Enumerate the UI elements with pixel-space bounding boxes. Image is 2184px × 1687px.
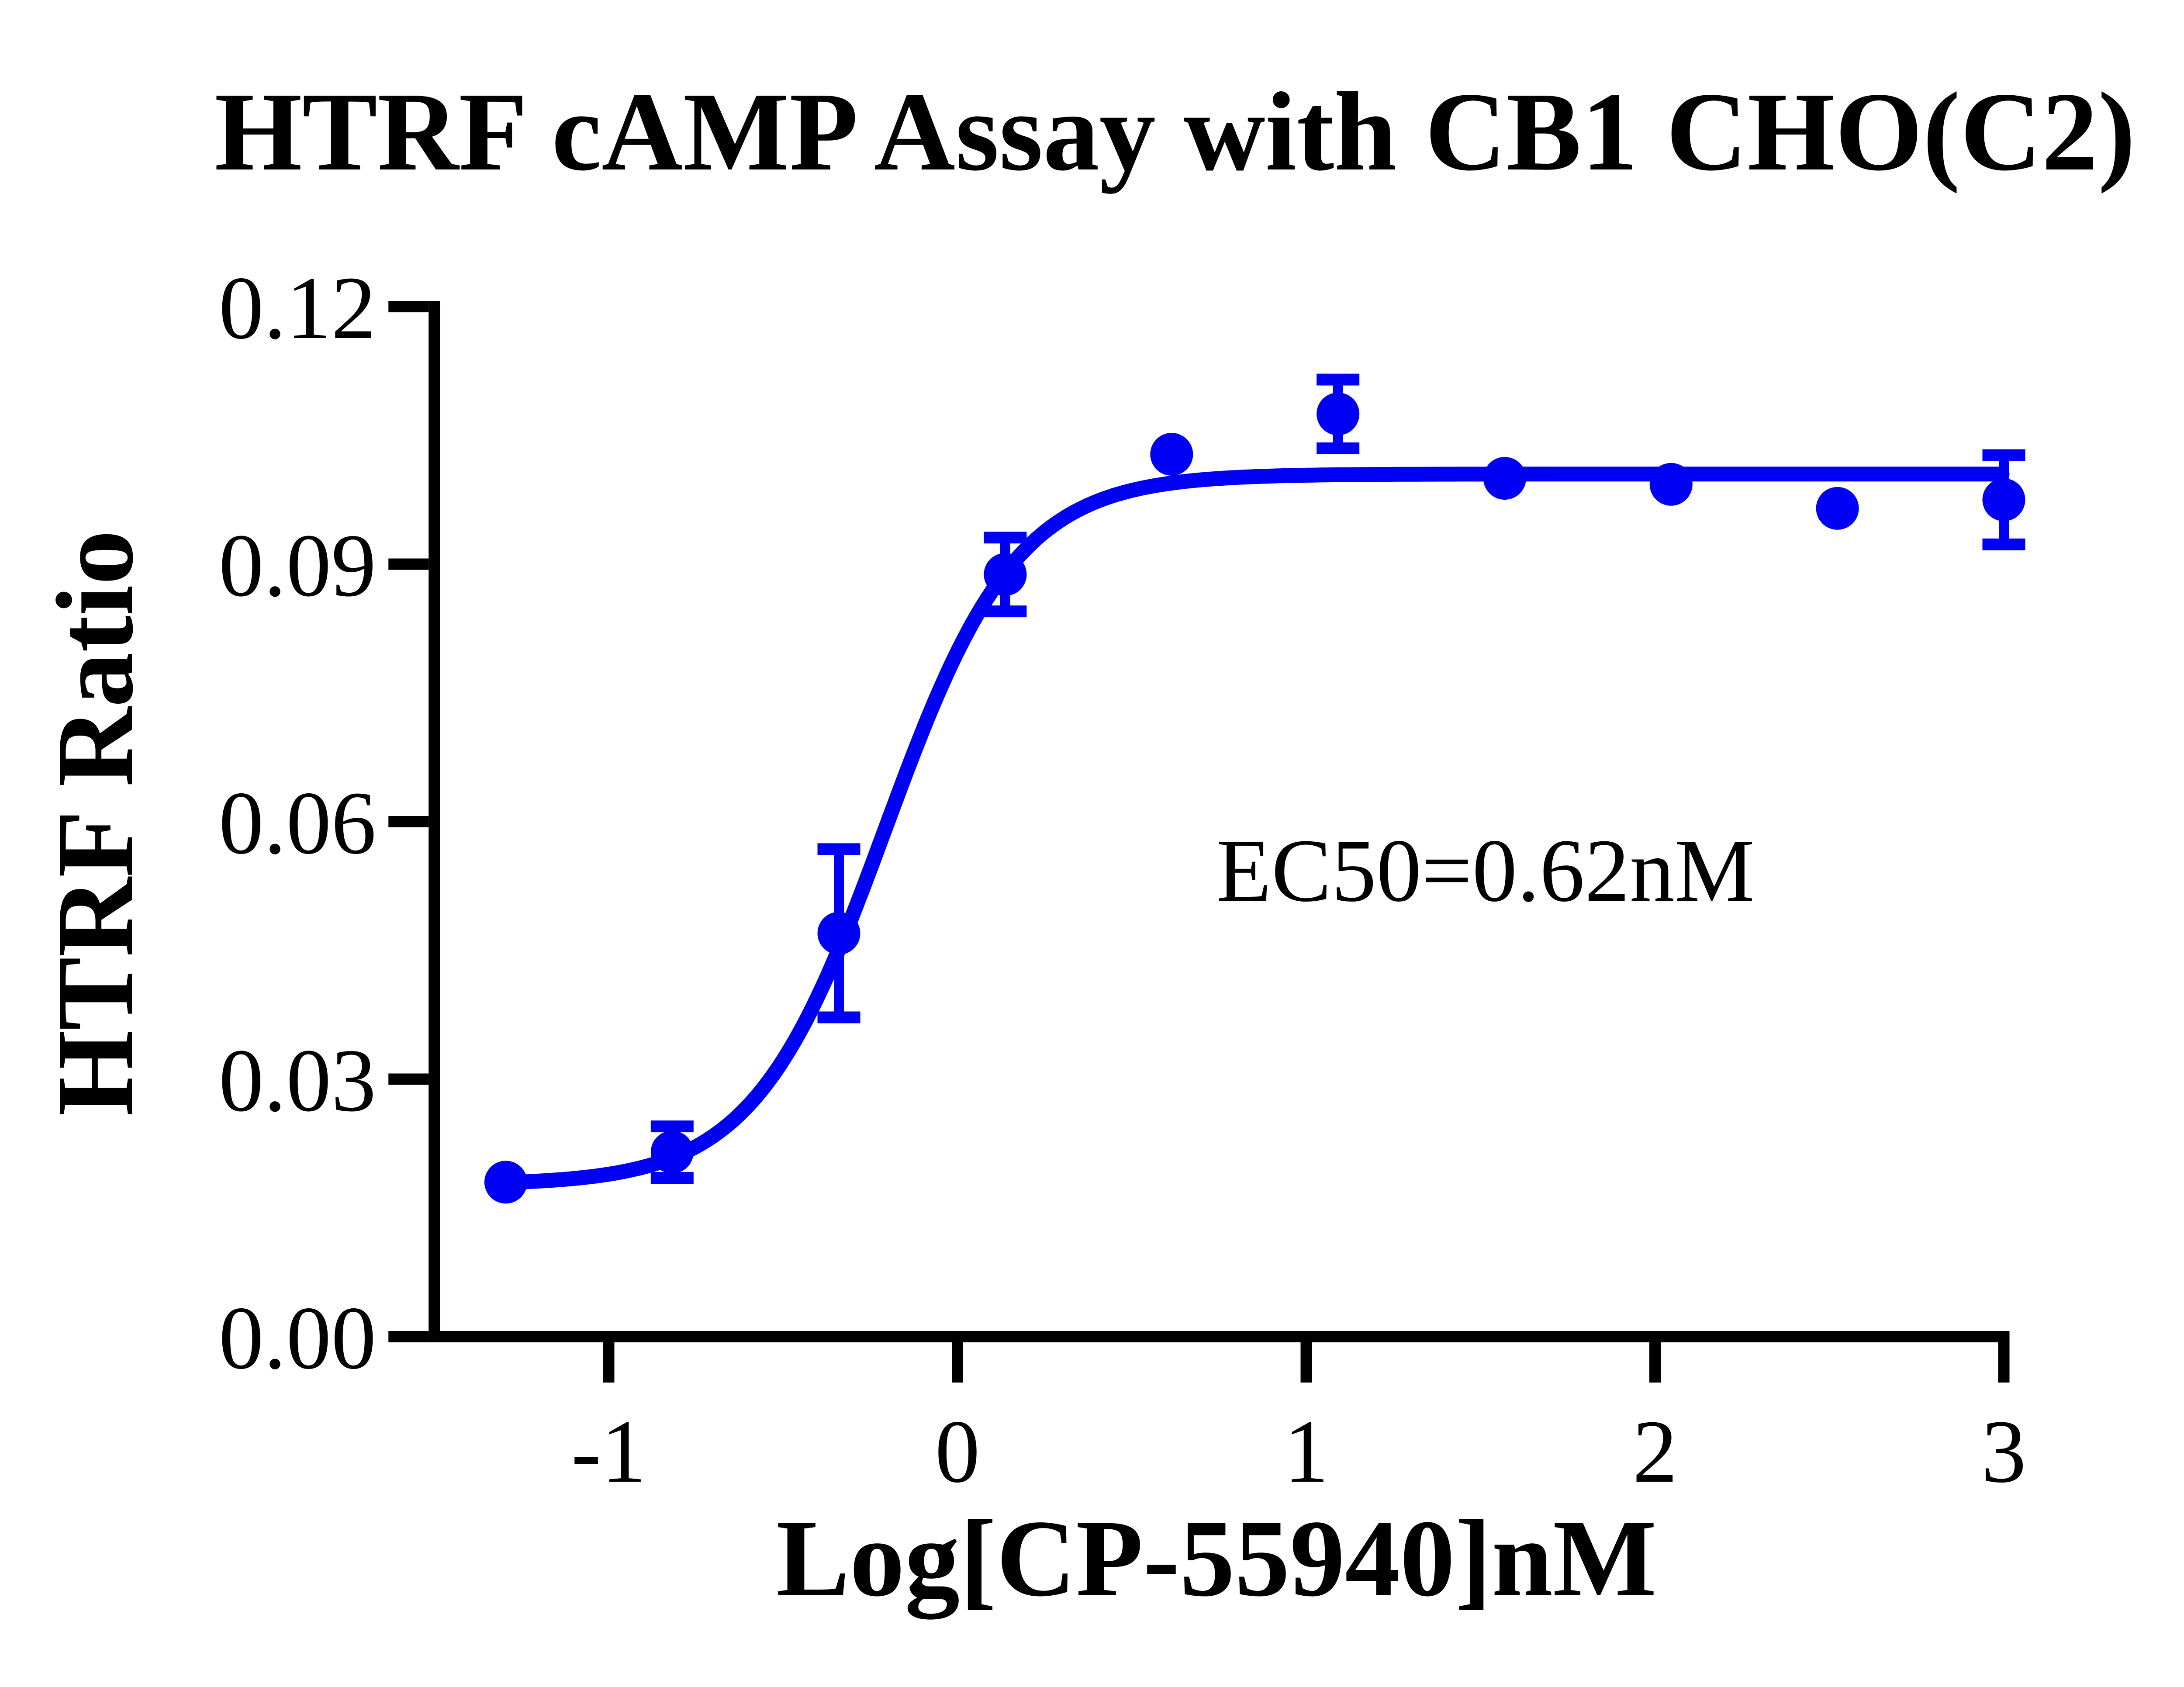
x-tick-label: 0	[935, 1401, 980, 1501]
y-tick-label: 0.12	[219, 258, 377, 358]
x-tick-label: 2	[1633, 1401, 1678, 1501]
y-axis-title: HTRF Ratio	[34, 530, 156, 1116]
x-axis-title: Log[CP-55940]nM	[776, 1497, 1657, 1620]
axes-layer: 0.00 0.03 0.06 0.09 0.12 -1 0 1 2 3	[219, 258, 2026, 1501]
data-point	[1317, 392, 1360, 436]
x-tick-label: -1	[571, 1401, 646, 1501]
y-tick-label: 0.00	[219, 1288, 377, 1388]
y-tick-label: 0.06	[219, 773, 377, 873]
data-point	[1649, 463, 1693, 506]
data-point	[484, 1161, 527, 1204]
ec50-annotation: EC50=0.62nM	[1216, 820, 1755, 920]
data-point	[1982, 478, 2025, 522]
data-point	[1816, 487, 1859, 530]
data-point	[984, 553, 1027, 596]
data-point	[817, 912, 860, 955]
y-tick-label: 0.03	[219, 1030, 377, 1130]
data-point	[1150, 432, 1193, 476]
x-tick-label: 3	[1981, 1401, 2026, 1501]
chart-title: HTRF cAMP Assay with CB1 CHO(C2)	[214, 69, 2136, 194]
series-layer	[484, 373, 2025, 1204]
x-tick-label: 1	[1284, 1401, 1329, 1501]
fit-curve	[498, 467, 2010, 1190]
data-point	[1483, 457, 1526, 500]
y-tick-label: 0.09	[219, 515, 377, 615]
data-point	[650, 1130, 694, 1174]
